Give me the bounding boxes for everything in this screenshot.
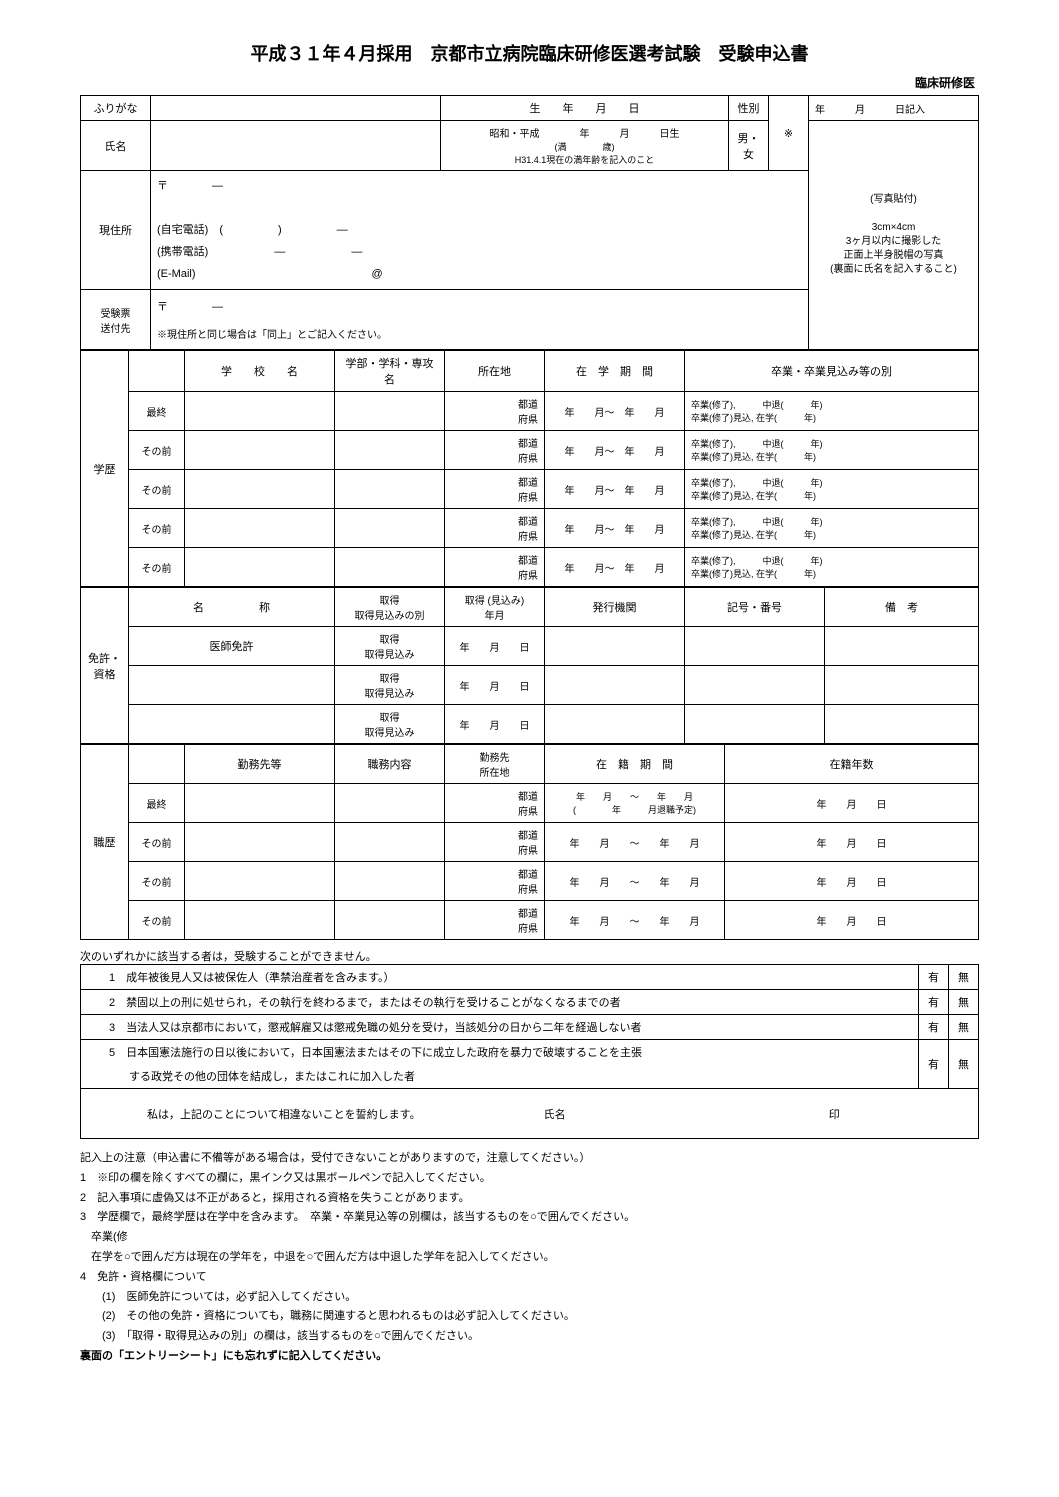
notes-item: 卒業(修 (80, 1228, 979, 1248)
no-option[interactable]: 無 (949, 990, 979, 1015)
ineligible-item: 3 当法人又は京都市において，懲戒解雇又は懲戒免職の処分を受け，当該処分の日から… (81, 1015, 919, 1040)
notes-section: 記入上の注意（申込書に不備等がある場合は，受付できないことがありますので，注意し… (80, 1149, 979, 1367)
no-option[interactable]: 無 (949, 1015, 979, 1040)
license-header-number: 記号・番号 (685, 588, 825, 627)
ineligible-subitem: する政党その他の団体を結成し，またはこれに加入した者 (81, 1064, 919, 1089)
ineligible-item: 2 禁固以上の刑に処せられ，その執行を終わるまで，またはその執行を受けることがな… (81, 990, 919, 1015)
notes-title: 記入上の注意（申込書に不備等がある場合は，受付できないことがありますので，注意し… (80, 1149, 979, 1169)
ineligible-item: 5 日本国憲法施行の日以後において，日本国憲法またはその下に成立した政府を暴力で… (81, 1040, 919, 1065)
notes-item: (2) その他の免許・資格についても，職務に関連すると思われるものは必ず記入して… (80, 1307, 979, 1327)
address-label: 現住所 (81, 171, 151, 290)
work-section-label: 職歴 (81, 745, 129, 940)
memo-mark: ※ (769, 96, 809, 171)
edu-row-label: 最終 (129, 392, 185, 431)
page-title: 平成３１年４月採用 京都市立病院臨床研修医選考試験 受験申込書 (80, 40, 979, 66)
gender-label: 性別 (729, 96, 769, 121)
ineligible-item: 1 成年被後見人又は被保佐人（準禁治産者を含みます。） (81, 965, 919, 990)
birth-era[interactable]: 昭和・平成 年 月 日生 (満 歳) H31.4.1現在の満年齢を記入のこと (441, 121, 729, 171)
yes-option[interactable]: 有 (919, 1015, 949, 1040)
edu-row-label: その前 (129, 431, 185, 470)
license-header-type: 取得 取得見込みの別 (335, 588, 445, 627)
ineligible-table: 1 成年被後見人又は被保佐人（準禁治産者を含みます。）有無 2 禁固以上の刑に処… (80, 964, 979, 1139)
work-table: 職歴 勤務先等 職務内容 勤務先 所在地 在 籍 期 間 在籍年数 最終都道 府… (80, 744, 979, 940)
license-header-date: 取得 (見込み) 年月 (445, 588, 545, 627)
date-entry-label: 年 月 日記入 (809, 96, 979, 121)
license-header-name: 名 称 (129, 588, 335, 627)
notes-item: (3) 「取得・取得見込みの別」の欄は，該当するものを○で囲んでください。 (80, 1327, 979, 1347)
notes-item: 4 免許・資格欄について (80, 1268, 979, 1288)
work-header-years: 在籍年数 (725, 745, 979, 784)
work-row-label: その前 (129, 862, 185, 901)
license-table: 免許・資格 名 称 取得 取得見込みの別 取得 (見込み) 年月 発行機関 記号… (80, 587, 979, 744)
applicant-info-table: ふりがな 生 年 月 日 性別 ※ 年 月 日記入 氏名 昭和・平成 年 月 日… (80, 95, 979, 350)
work-header-blank (129, 745, 185, 784)
yes-option[interactable]: 有 (919, 990, 949, 1015)
medical-license: 医師免許 (129, 627, 335, 666)
license-header-note: 備 考 (825, 588, 979, 627)
ticket-field[interactable]: 〒 ― ※現住所と同じ場合は「同上」とご記入ください。 (151, 290, 809, 350)
license-section-label: 免許・資格 (81, 588, 129, 744)
photo-box: (写真貼付) 3cm×4cm 3ヶ月以内に撮影した 正面上半身脱帽の写真 (裏面… (809, 121, 979, 350)
address-field[interactable]: 〒 ― (自宅電話) ( ) ― (携帯電話) ― ― (E-Mail) @ (151, 171, 809, 290)
notes-final: 裏面の「エントリーシート」にも忘れずに記入してください。 (80, 1347, 979, 1367)
education-header-blank (129, 351, 185, 392)
notes-item: 2 記入事項に虚偽又は不正があると，採用される資格を失うことがあります。 (80, 1189, 979, 1209)
name-label: 氏名 (81, 121, 151, 171)
ticket-label: 受験票 送付先 (81, 290, 151, 350)
notes-item: 在学を○で囲んだ方は現在の学年を，中退を○で囲んだ方は中退した学年を記入してくだ… (80, 1248, 979, 1268)
page-subtitle: 臨床研修医 (80, 74, 979, 91)
notes-item: 3 学歴欄で，最終学歴は在学中を含みます。 卒業・卒業見込等の別欄は，該当するも… (80, 1208, 979, 1228)
license-header-issuer: 発行機関 (545, 588, 685, 627)
declare-row[interactable]: 私は，上記のことについて相違ないことを誓約します。 氏名 印 (81, 1089, 979, 1139)
work-row-label: その前 (129, 901, 185, 940)
work-header-period: 在 籍 期 間 (545, 745, 725, 784)
work-header-content: 職務内容 (335, 745, 445, 784)
furigana-field[interactable] (151, 96, 441, 121)
name-field[interactable] (151, 121, 441, 171)
education-header-dept: 学部・学科・専攻名 (335, 351, 445, 392)
birth-header: 生 年 月 日 (441, 96, 729, 121)
work-header-location: 勤務先 所在地 (445, 745, 545, 784)
education-header-school: 学 校 名 (185, 351, 335, 392)
furigana-label: ふりがな (81, 96, 151, 121)
work-row-label: その前 (129, 823, 185, 862)
education-section-label: 学歴 (81, 351, 129, 587)
notes-item: (1) 医師免許については，必ず記入してください。 (80, 1288, 979, 1308)
yes-option[interactable]: 有 (919, 1040, 949, 1089)
gender-options[interactable]: 男・女 (729, 121, 769, 171)
education-header-period: 在 学 期 間 (545, 351, 685, 392)
edu-row-label: その前 (129, 548, 185, 587)
edu-row-label: その前 (129, 470, 185, 509)
education-header-location: 所在地 (445, 351, 545, 392)
edu-row-label: その前 (129, 509, 185, 548)
yes-option[interactable]: 有 (919, 965, 949, 990)
education-header-status: 卒業・卒業見込み等の別 (685, 351, 979, 392)
no-option[interactable]: 無 (949, 965, 979, 990)
work-row-label: 最終 (129, 784, 185, 823)
education-table: 学歴 学 校 名 学部・学科・専攻名 所在地 在 学 期 間 卒業・卒業見込み等… (80, 350, 979, 587)
work-header-employer: 勤務先等 (185, 745, 335, 784)
ineligible-intro: 次のいずれかに該当する者は，受験することができません。 (80, 948, 979, 964)
notes-item: 1 ※印の欄を除くすべての欄に，黒インク又は黒ボールペンで記入してください。 (80, 1169, 979, 1189)
no-option[interactable]: 無 (949, 1040, 979, 1089)
